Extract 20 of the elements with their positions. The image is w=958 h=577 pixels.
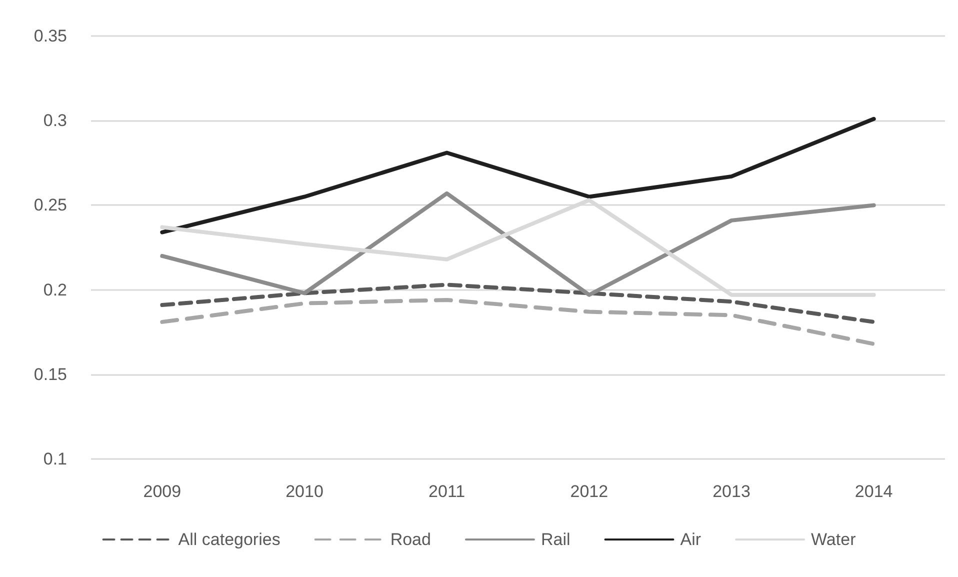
x-tick-label: 2013	[712, 482, 750, 501]
x-tick-label: 2011	[428, 482, 466, 501]
x-tick-label: 2009	[143, 482, 182, 501]
legend-label: Water	[811, 530, 856, 549]
y-tick-label: 0.25	[34, 196, 67, 215]
x-tick-label: 2010	[286, 482, 324, 501]
x-tick-label: 2014	[854, 482, 893, 501]
legend-label: Air	[680, 530, 702, 549]
line-series	[160, 298, 876, 346]
x-tick-label: 2012	[570, 482, 608, 501]
legend-label: Road	[390, 530, 431, 549]
line-series	[160, 116, 876, 234]
y-tick-label: 0.3	[43, 111, 67, 130]
line-series	[160, 282, 876, 324]
y-tick-label: 0.15	[34, 364, 67, 384]
y-tick-label: 0.2	[43, 280, 67, 300]
y-tick-label: 0.1	[43, 450, 67, 468]
legend-label: All categories	[178, 530, 280, 549]
y-tick-label: 0.35	[34, 26, 67, 46]
legend-label: Rail	[540, 530, 570, 549]
